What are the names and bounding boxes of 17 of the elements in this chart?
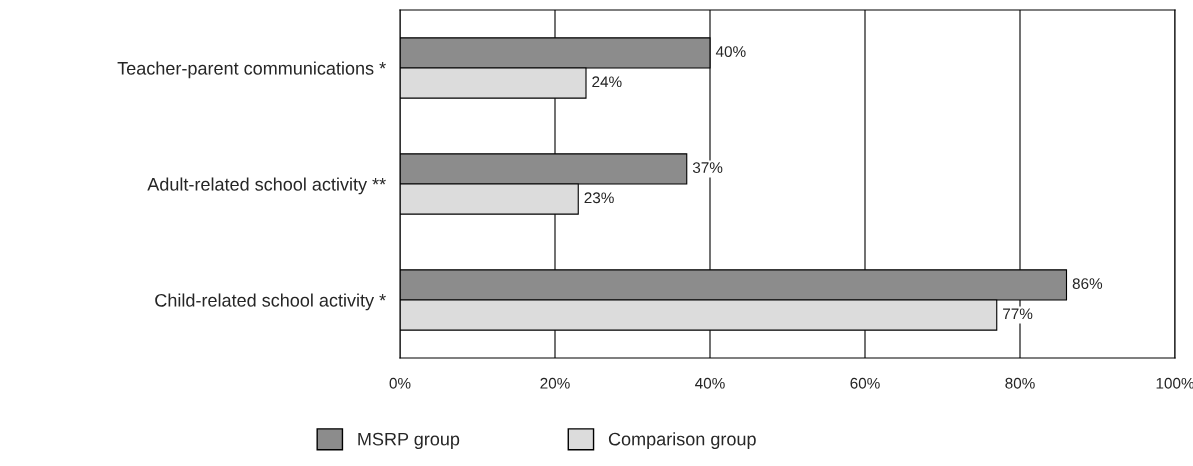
y-tick-label: Teacher-parent communications * [117,61,386,79]
x-tick-label: 80% [1005,377,1035,389]
y-tick-label: Adult-related school activity ** [147,177,386,195]
x-tick-label: 0% [389,377,411,389]
y-tick-label: Child-related school activity * [155,293,386,311]
data-label: 23% [584,192,614,204]
x-tick-label: 40% [695,377,725,389]
legend-label: MSRP group [358,432,460,450]
data-label: 24% [592,76,622,88]
data-label: 86% [1072,278,1103,290]
x-tick-label: 60% [850,377,880,389]
x-tick-label: 20% [540,377,570,389]
x-tick-label: 100% [1156,377,1193,389]
data-label: 77% [1003,308,1033,320]
data-label: 40% [715,46,746,58]
data-label: 37% [692,162,723,174]
legend-label: Comparison group [608,432,756,450]
